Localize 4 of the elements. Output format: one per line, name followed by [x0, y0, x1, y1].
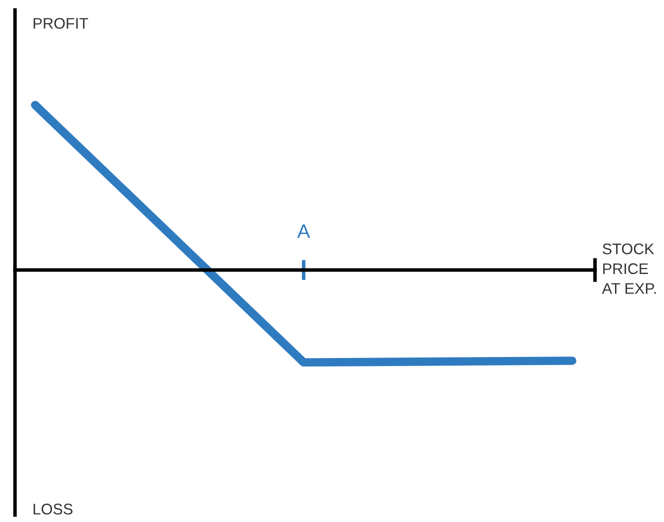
text: LOSS — [34, 504, 72, 515]
text: PROFIT — [34, 18, 88, 29]
x-axis-title: STOCK PRICE AT EXP. — [602, 244, 656, 294]
annotation: A — [297, 224, 310, 238]
